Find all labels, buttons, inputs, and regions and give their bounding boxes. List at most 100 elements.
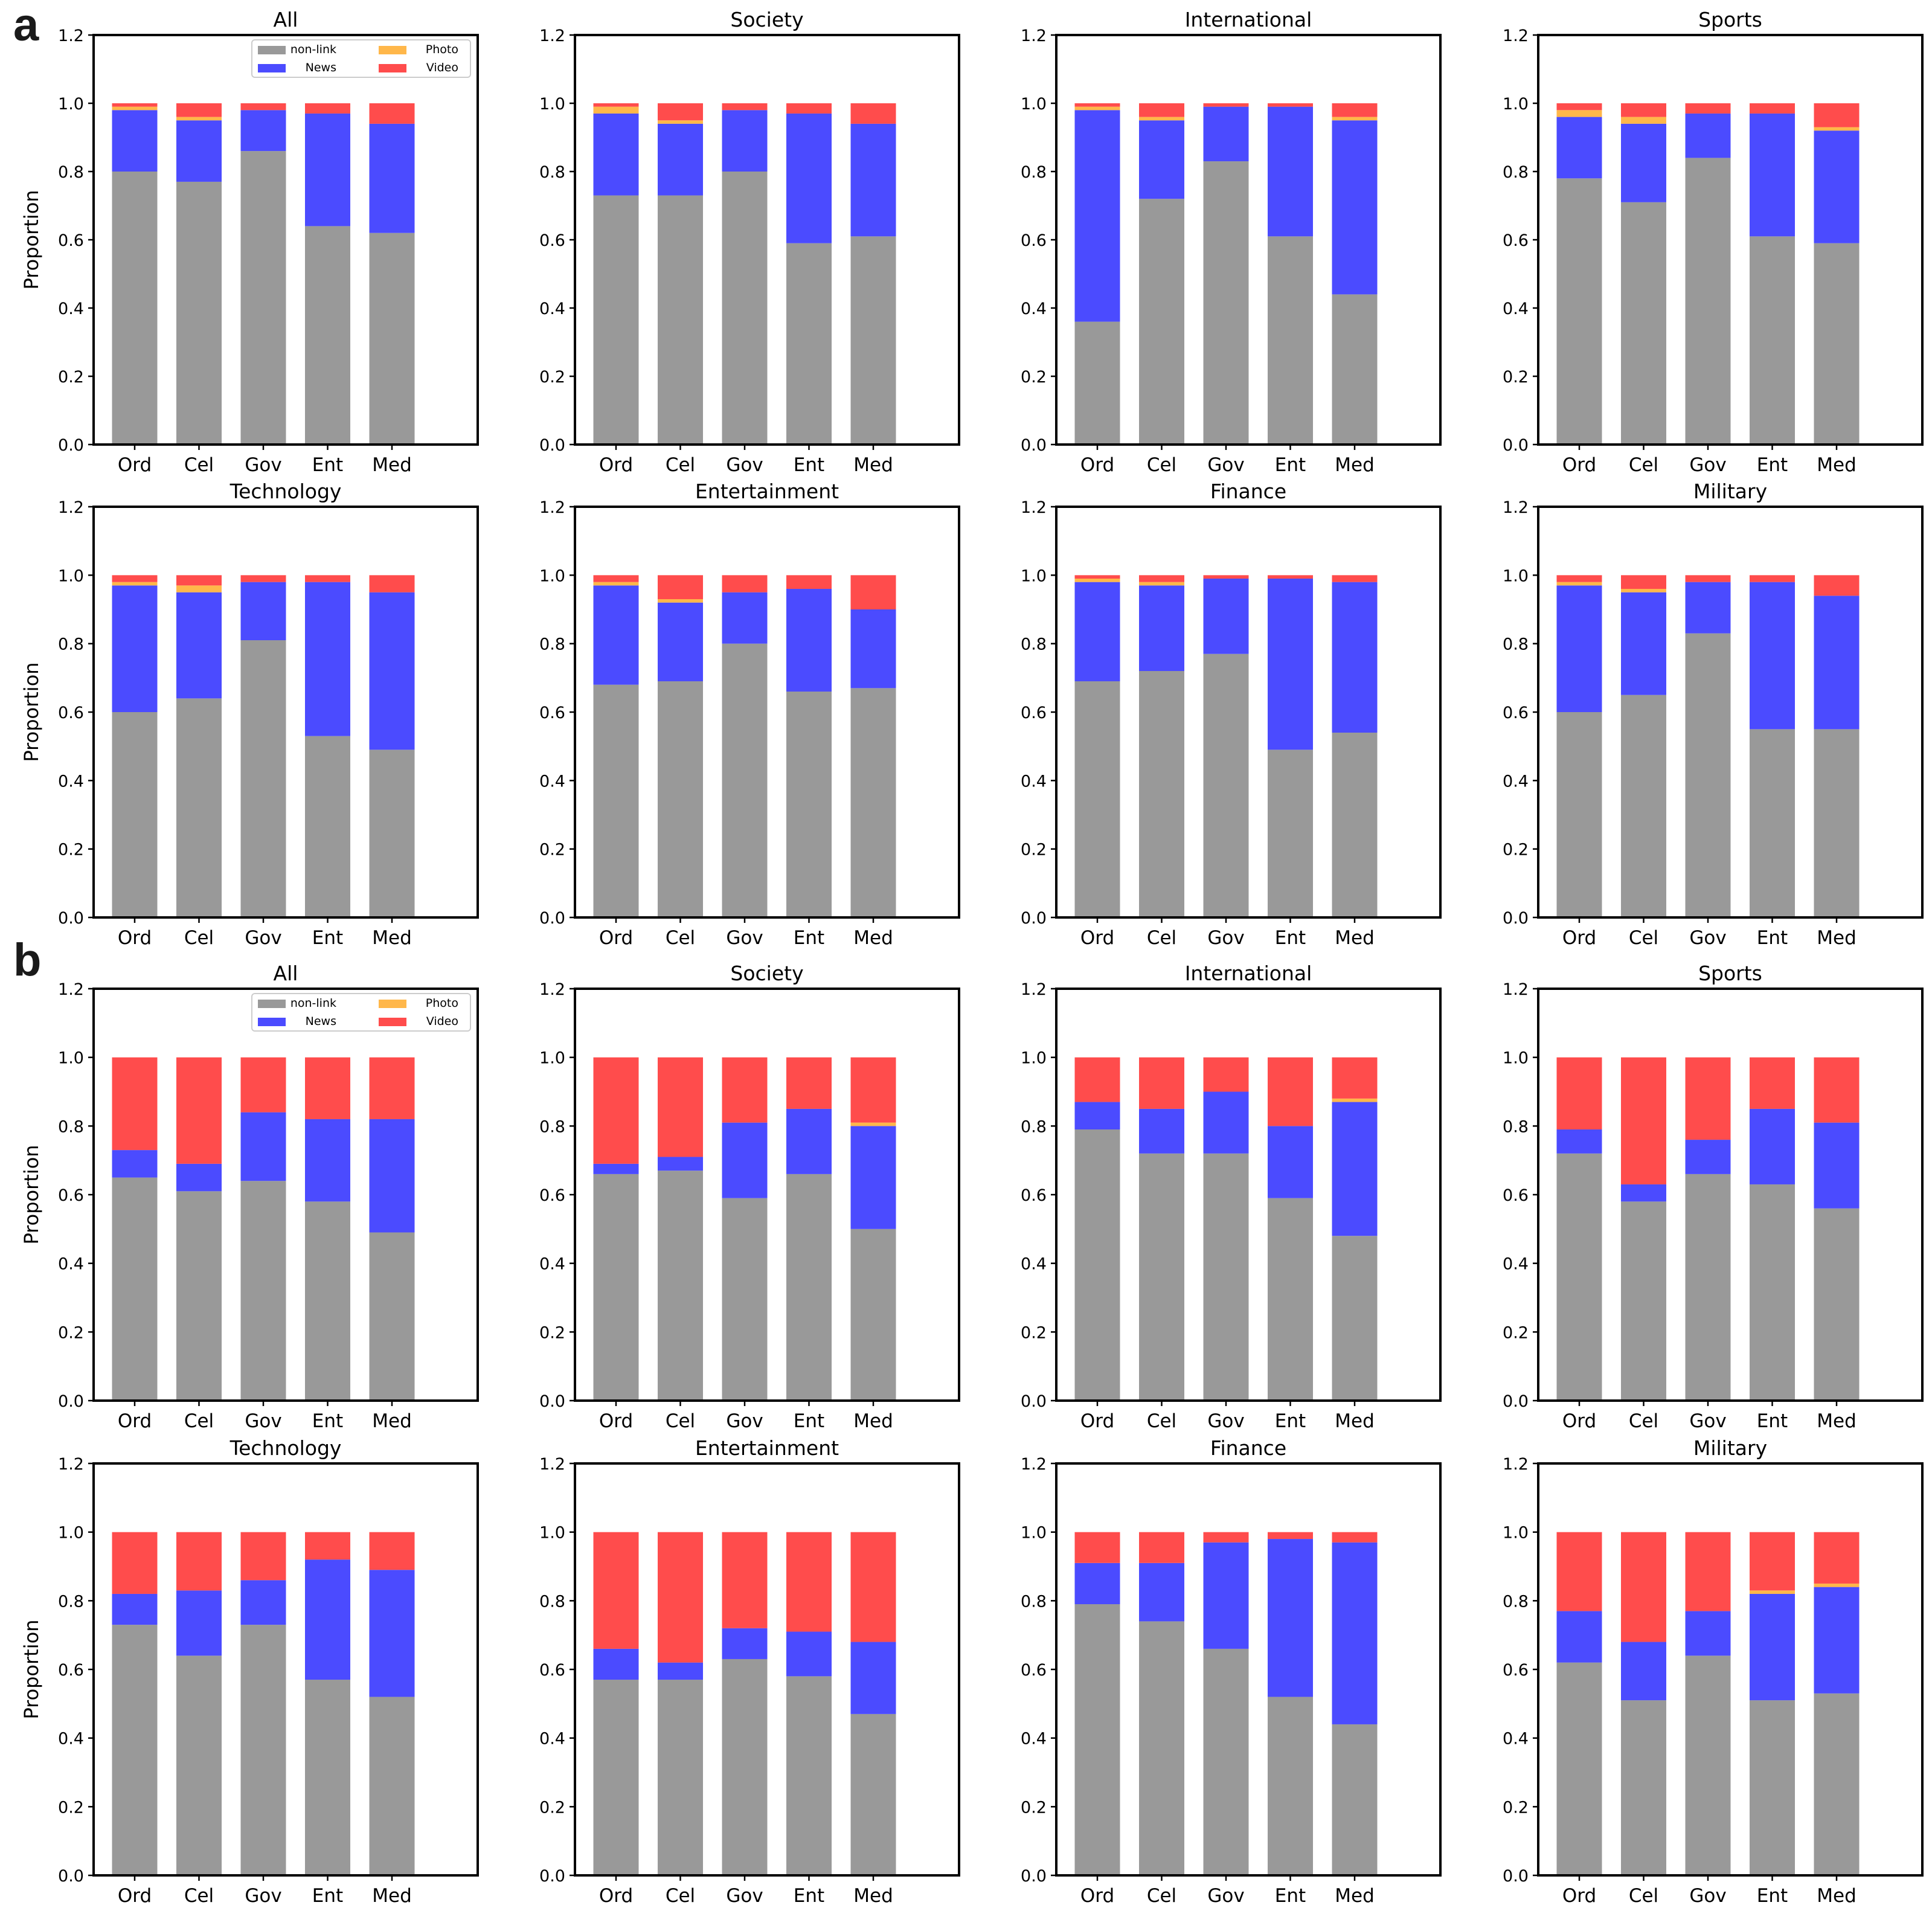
panel-b-military-ytick-label-5: 1.0: [1503, 1524, 1529, 1543]
panel-a-international-bar-cel-non-link: [1139, 199, 1184, 445]
panel-a-society-bar-ent-news: [786, 113, 832, 243]
panel-b-military-bar-cel-news: [1621, 1642, 1666, 1701]
panel-a-all-xtick-label-ord: Ord: [118, 454, 152, 476]
panel-b-international-xtick-label-med: Med: [1335, 1410, 1375, 1432]
panel-b-legend: non-link News Photo Video: [251, 993, 471, 1032]
panel-b-military-bar-ent-photo: [1750, 1590, 1795, 1594]
panel-b-sports-bar-ord-news: [1556, 1129, 1602, 1154]
panel-b-international-bar-ord-non-link: [1074, 1129, 1120, 1401]
panel-b-entertainment-bar-gov-non-link: [722, 1659, 768, 1875]
panel-a-military-bar-ent-non-link: [1750, 729, 1795, 917]
panel-a-all-xtick-label-cel: Cel: [184, 454, 214, 476]
panel-a-sports-ytick-label-2: 0.4: [1503, 300, 1529, 318]
panel-b-finance-bar-ent-video: [1268, 1532, 1313, 1540]
panel-b-sports-title: Sports: [1698, 962, 1762, 985]
panel-a-military-axes-frame: [1537, 506, 1924, 919]
panel-a-finance-axes-frame: [1055, 506, 1442, 919]
panel-a-finance-bar-cel-video: [1139, 575, 1184, 582]
panel-b-society-bar-ent-video: [786, 1057, 832, 1109]
panel-a-technology-axes-frame: [92, 506, 479, 919]
panel-a-international-bar-med-non-link: [1332, 294, 1378, 445]
panel-a-international-bar-gov-video: [1203, 103, 1249, 107]
panel-a-society-bar-cel-video: [658, 103, 703, 121]
panel-a-international-ytick-label-5: 1.0: [1021, 95, 1047, 114]
panel-a-sports-bar-med-video: [1814, 103, 1860, 127]
panel-a-sports-ytick-label-6: 1.2: [1503, 27, 1529, 45]
panel-b-entertainment-subplot: Entertainment 0.0 0.2 0.4 0.6 0.8 1.0 1.2 Ord Cel…: [539, 1436, 960, 1907]
panel-b-finance-subplot: Finance 0.0 0.2 0.4 0.6 0.8 1.0 1.2 Ord Cel Gov Ent…: [1021, 1436, 1442, 1907]
panel-a-finance-title: Finance: [1210, 480, 1286, 503]
panel-a-technology-xtick-label-ord: Ord: [118, 927, 152, 949]
panel-a-technology-xtick-label-cel: Cel: [184, 927, 214, 949]
panel-a-finance-bar-gov-video: [1203, 575, 1249, 579]
panel-b-legend-label-non-link: non-link: [290, 997, 336, 1010]
panel-a-military-ytick-label-4: 0.8: [1503, 635, 1529, 654]
panel-a-finance-ytick-label-0: 0.0: [1021, 909, 1047, 928]
panel-a-technology-ytick-label-1: 0.2: [58, 841, 84, 859]
panel-a-international-bar-med-video: [1332, 103, 1378, 117]
panel-a-legend-label-video: Video: [426, 61, 458, 74]
panel-b-technology-ytick-label-6: 1.2: [58, 1455, 84, 1474]
panel-a-finance-bar-gov-news: [1203, 579, 1249, 654]
panel-a-society-subplot: Society 0.0 0.2 0.4 0.6 0.8 1.0 1.2 Ord Cel Gov Ent…: [539, 8, 960, 476]
panel-b-military-bar-ent-news: [1750, 1593, 1795, 1701]
panel-b-military-bar-gov-non-link: [1685, 1656, 1731, 1875]
panel-a-military-ytick-label-2: 0.4: [1503, 772, 1529, 791]
panel-a-international-ytick-label-6: 1.2: [1021, 27, 1047, 45]
panel-a-entertainment-ytick-label-6: 1.2: [539, 498, 565, 517]
panel-a-finance-bar-med-non-link: [1332, 733, 1378, 917]
panel-b-society-bar-gov-video: [722, 1057, 768, 1123]
panel-b-society-bar-ord-news: [593, 1163, 639, 1174]
panel-a-sports-bar-med-non-link: [1814, 243, 1860, 445]
panel-b-military-xtick-label-cel: Cel: [1629, 1885, 1658, 1907]
panel-b-technology-ytick-label-5: 1.0: [58, 1524, 84, 1543]
panel-a-finance-ytick-label-5: 1.0: [1021, 567, 1047, 585]
panel-b-society-ytick-label-5: 1.0: [539, 1049, 565, 1068]
panel-b-sports-bar-med-non-link: [1814, 1208, 1860, 1401]
panel-a-society-bar-ord-photo: [593, 106, 639, 114]
panel-a-finance-bar-cel-news: [1139, 585, 1184, 671]
panel-b-military-ytick-label-0: 0.0: [1503, 1867, 1529, 1886]
panel-a-legend-swatch-non-link: [258, 46, 286, 54]
panel-b-international-bar-med-news: [1332, 1102, 1378, 1236]
panel-b-military-bar-ord-news: [1556, 1611, 1602, 1663]
panel-a-military-bar-cel-video: [1621, 575, 1666, 589]
panel-b-all-xtick-label-cel: Cel: [184, 1410, 214, 1432]
panel-b-entertainment-xtick-label-cel: Cel: [666, 1885, 695, 1907]
panel-a-entertainment-bar-ent-non-link: [786, 692, 832, 917]
panel-a-technology-title: Technology: [229, 480, 342, 503]
panel-a-society-xtick-label-med: Med: [853, 454, 893, 476]
panel-a-finance-xtick-label-med: Med: [1335, 927, 1375, 949]
panel-b-sports-axes-frame: [1537, 988, 1924, 1402]
panel-a-military-bar-cel-non-link: [1621, 695, 1666, 917]
panel-a-all-axes-frame: [92, 34, 479, 446]
panel-b-all-ytick-label-5: 1.0: [58, 1049, 84, 1068]
panel-a-military-xtick-label-ord: Ord: [1562, 927, 1596, 949]
panel-a-society-bar-med-news: [850, 123, 896, 237]
panel-a-military-bar-ord-photo: [1556, 582, 1602, 586]
panel-b-technology-ytick-label-1: 0.2: [58, 1798, 84, 1817]
panel-b-all-bar-med-news: [369, 1119, 415, 1233]
panel-a-society-ytick-label-6: 1.2: [539, 27, 565, 45]
panel-b-finance-ytick-label-6: 1.2: [1021, 1455, 1047, 1474]
panel-b-society-bar-ord-video: [593, 1057, 639, 1164]
panel-b-legend-box: [251, 993, 471, 1032]
panel-b-finance-xtick-label-gov: Gov: [1207, 1885, 1244, 1907]
panel-b-society-ytick-label-0: 0.0: [539, 1392, 565, 1411]
panel-b-society-ytick-label-4: 0.8: [539, 1117, 565, 1136]
panel-b-entertainment-ytick-label-2: 0.4: [539, 1730, 565, 1749]
panel-b-society-bar-gov-non-link: [722, 1198, 768, 1401]
panel-a-society-ytick-label-2: 0.4: [539, 300, 565, 318]
panel-a-international-bar-cel-photo: [1139, 117, 1184, 121]
panel-b-society-bar-med-video: [850, 1057, 896, 1123]
panel-a-finance-bar-ent-non-link: [1268, 750, 1313, 917]
panel-b-entertainment-bar-ord-non-link: [593, 1680, 639, 1875]
panel-b-all-ytick-label-1: 0.2: [58, 1323, 84, 1342]
panel-b-technology-ytick-label-0: 0.0: [58, 1867, 84, 1886]
panel-b-entertainment-ytick-label-5: 1.0: [539, 1524, 565, 1543]
panel-a-all-bar-ord-news: [112, 110, 158, 172]
panel-b-society-xtick-label-ent: Ent: [794, 1410, 824, 1432]
panel-a-entertainment-bar-med-non-link: [850, 688, 896, 917]
panel-b-society-bar-ent-news: [786, 1108, 832, 1174]
panel-b-entertainment-bar-med-video: [850, 1532, 896, 1642]
